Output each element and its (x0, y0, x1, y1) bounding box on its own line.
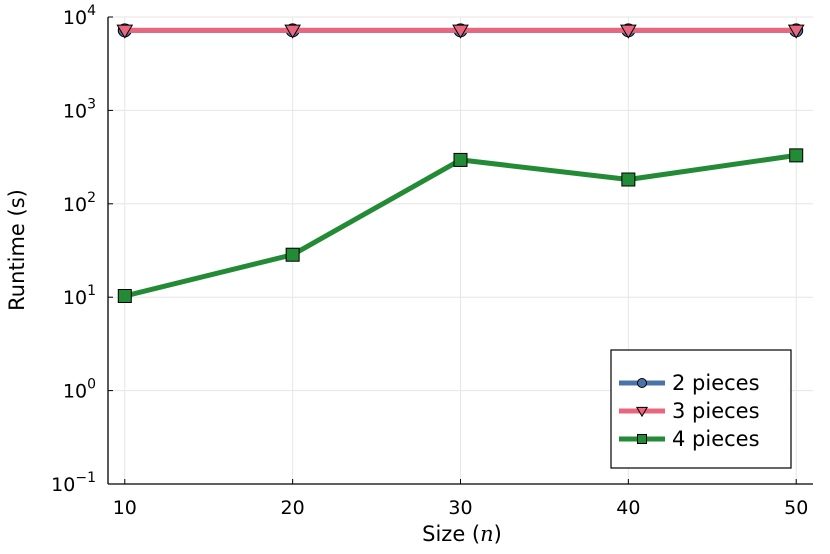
legend-marker (637, 378, 647, 388)
y-axis-title: Runtime (s) (5, 189, 29, 311)
y-tick-label: 100 (63, 377, 96, 403)
data-point (285, 247, 300, 262)
y-tick-labels: 10−1 100 101 102 103 104 (51, 3, 96, 496)
y-tick-label: 10−1 (51, 470, 96, 496)
legend-marker (635, 406, 649, 418)
legend-box (610, 349, 792, 469)
data-point (117, 289, 132, 304)
x-tick-label: 40 (616, 497, 640, 519)
x-axis-title: Size (n) (422, 522, 502, 546)
data-point (787, 24, 805, 39)
x-tick-label: 50 (784, 497, 808, 519)
y-tick-label: 104 (63, 3, 96, 29)
y-tick-label: 102 (63, 190, 96, 216)
x-tick-label: 20 (281, 497, 305, 519)
legend: 2 pieces 3 pieces 4 pieces (610, 349, 792, 469)
x-tick-labels: 10 20 30 40 50 (113, 497, 809, 519)
data-point (789, 148, 804, 163)
legend-marker (637, 434, 647, 444)
y-tick-label: 103 (63, 96, 96, 122)
data-point (453, 152, 468, 167)
series-4-pieces (117, 148, 804, 304)
data-point (116, 24, 134, 39)
data-point (452, 24, 469, 39)
x-tick-label: 10 (113, 497, 137, 519)
legend-label-2-pieces: 2 pieces (672, 371, 760, 395)
legend-label-4-pieces: 4 pieces (672, 427, 760, 451)
legend-label-3-pieces: 3 pieces (672, 399, 760, 423)
y-tick-label: 101 (63, 283, 96, 309)
data-point (284, 24, 301, 39)
series-lines (116, 23, 805, 304)
data-point (620, 24, 637, 39)
series-3-pieces (116, 24, 805, 39)
axes (107, 16, 813, 485)
data-point (621, 172, 636, 187)
x-tick-label: 30 (448, 497, 472, 519)
